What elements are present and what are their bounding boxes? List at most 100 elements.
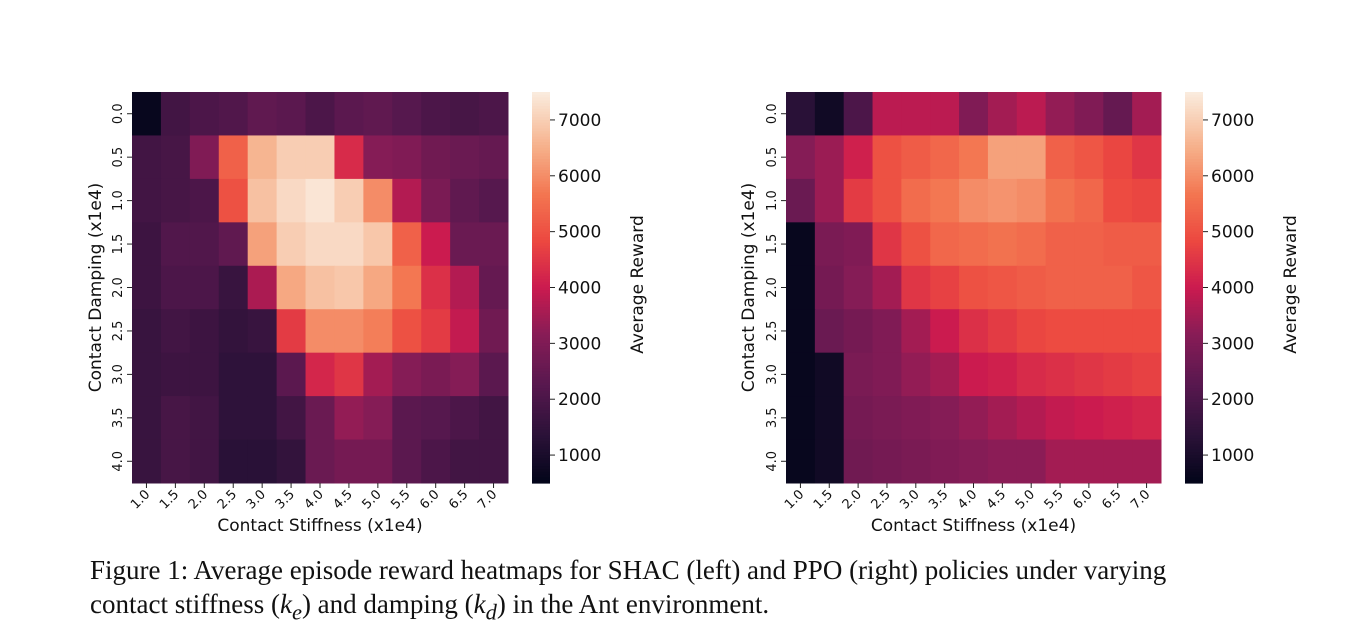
heatmap-cell-r1-c7 <box>334 135 364 180</box>
colorbar-segment <box>532 435 550 439</box>
y-axis-label: Contact Damping (x1e4) <box>86 183 106 393</box>
heatmap-cell-r4-c12 <box>479 265 509 310</box>
colorbar-segment <box>532 122 550 127</box>
heatmap-cell-r2-c12 <box>1132 178 1162 223</box>
colorbar-segment <box>532 304 550 308</box>
y-tick-label: 2.5 <box>111 321 126 342</box>
colorbar-segment <box>1185 382 1203 386</box>
colorbar-segment <box>1185 390 1203 395</box>
heatmap-cell-r1-c0 <box>786 135 816 180</box>
colorbar-segment <box>532 413 550 417</box>
colorbar-segment <box>1185 170 1203 174</box>
colorbar-segment <box>1185 429 1203 434</box>
colorbar-segment <box>532 399 550 403</box>
colorbar-segment <box>1185 399 1203 403</box>
colorbar-segment <box>532 248 550 252</box>
heatmap-cell-r2-c5 <box>930 178 960 223</box>
colorbar-tick-label: 3000 <box>558 334 601 354</box>
colorbar-segment <box>532 396 550 400</box>
colorbar-segment <box>532 217 550 222</box>
colorbar-segment <box>532 318 550 322</box>
heatmap-cell-r2-c10 <box>1074 178 1104 223</box>
colorbar-segment <box>1185 402 1203 406</box>
colorbar-tick-label: 2000 <box>558 390 601 410</box>
colorbar-segment <box>1185 206 1203 210</box>
heatmap-cell-r7-c4 <box>901 396 931 441</box>
heatmap-cell-r0-c1 <box>160 92 191 136</box>
colorbar-segment <box>532 279 550 283</box>
colorbar-segment <box>1185 100 1203 104</box>
colorbar-segment <box>1185 150 1203 155</box>
heatmap-cell-r2-c12 <box>479 178 509 223</box>
colorbar-segment <box>532 323 550 328</box>
heatmap-cell-r3-c9 <box>1045 222 1075 267</box>
heatmap-cell-r8-c10 <box>1074 439 1104 484</box>
colorbar-segment <box>1185 376 1203 381</box>
colorbar-segment <box>1185 334 1203 339</box>
x-tick-label: 3.0 <box>897 487 922 512</box>
heatmap-cell-r1-c5 <box>930 135 960 180</box>
heatmap-cell-r1-c9 <box>392 135 422 180</box>
colorbar: 1000 2000 3000 4000 5000 6000 7000 Average Rewa… <box>532 92 648 484</box>
heatmap-cell-r6-c5 <box>276 352 307 397</box>
heatmap-cell-r7-c12 <box>479 396 509 441</box>
heatmap-cell-r3-c6 <box>959 222 989 267</box>
colorbar-segment <box>1185 245 1203 249</box>
heatmap-cell-r8-c0 <box>786 439 816 484</box>
heatmap-cell-r1-c11 <box>1103 135 1133 180</box>
heatmap-cell-r0-c2 <box>189 92 220 136</box>
heatmap-cell-r1-c6 <box>959 135 989 180</box>
colorbar-segment <box>532 186 550 191</box>
heatmap-cell-r8-c2 <box>843 439 874 484</box>
colorbar-segment <box>1185 251 1203 255</box>
colorbar-tick-label: 6000 <box>1211 167 1254 187</box>
colorbar-segment <box>1185 432 1203 437</box>
heatmap-cell-r1-c11 <box>450 135 480 180</box>
heatmap-cell-r7-c0 <box>132 396 162 441</box>
heatmap-cell-r5-c1 <box>814 309 845 354</box>
heatmap-cell-r5-c11 <box>450 309 480 354</box>
colorbar-segment <box>1185 267 1203 272</box>
colorbar-segment <box>1185 256 1203 261</box>
colorbar-segment <box>532 231 550 236</box>
colorbar-segment <box>532 385 550 389</box>
heatmap-cell-r1-c12 <box>1132 135 1162 180</box>
colorbar-segment <box>1185 385 1203 389</box>
heatmap-cell-r8-c11 <box>1103 439 1133 484</box>
colorbar-segment <box>532 351 550 356</box>
colorbar-segment <box>1185 226 1203 230</box>
colorbar-segment <box>532 237 550 241</box>
colorbar-segment <box>1185 284 1203 289</box>
heatmap-cell-r7-c8 <box>1016 396 1047 441</box>
colorbar-segment <box>1185 295 1203 300</box>
heatmap-cell-r3-c11 <box>1103 222 1133 267</box>
caption-line2-b: ) and damping ( <box>301 589 474 619</box>
heatmap-cell-r4-c9 <box>392 265 422 310</box>
x-tick-label: 2.5 <box>215 487 240 512</box>
heatmap-cell-r3-c7 <box>987 222 1018 267</box>
heatmap-cell-r8-c11 <box>450 439 480 484</box>
colorbar-segment <box>1185 441 1203 445</box>
heatmap-cell-r3-c3 <box>218 222 249 267</box>
colorbar-segment <box>1185 318 1203 322</box>
heatmap-cell-r4-c5 <box>276 265 307 310</box>
colorbar-segment <box>1185 186 1203 191</box>
x-tick-label: 5.0 <box>1013 487 1038 512</box>
colorbar-segment <box>1185 248 1203 252</box>
heatmap-cell-r5-c6 <box>959 309 989 354</box>
y-tick-label: 0.0 <box>765 103 780 124</box>
caption-line2-a: contact stiffness ( <box>90 589 280 619</box>
heatmap-cell-r0-c7 <box>987 92 1018 136</box>
colorbar-segment <box>532 388 550 392</box>
colorbar-segment <box>532 474 550 479</box>
colorbar-segment <box>532 415 550 420</box>
colorbar-segment <box>1185 279 1203 283</box>
heatmap-cell-r8-c5 <box>276 439 307 484</box>
heatmap-cell-r5-c5 <box>930 309 960 354</box>
heatmap-cell-r4-c11 <box>450 265 480 310</box>
colorbar-segment <box>532 346 550 350</box>
heatmap-cell-r7-c7 <box>334 396 364 441</box>
colorbar-segment <box>1185 136 1203 141</box>
heatmap-cell-r2-c2 <box>843 178 874 223</box>
colorbar-segment <box>532 253 550 258</box>
